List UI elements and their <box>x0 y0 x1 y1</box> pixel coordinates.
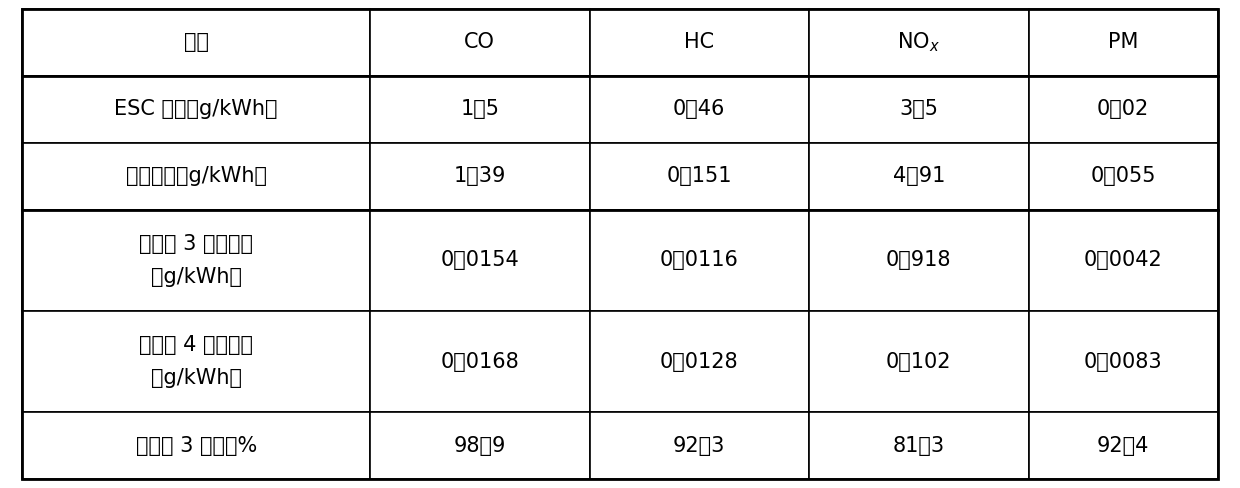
Bar <box>370 143 589 210</box>
Bar <box>22 412 370 479</box>
Text: 0．0168: 0．0168 <box>440 352 520 371</box>
Text: 3．5: 3．5 <box>899 100 939 120</box>
Text: 0．0042: 0．0042 <box>1084 250 1163 270</box>
Text: 实施例 3 净化排放: 实施例 3 净化排放 <box>139 234 253 254</box>
Bar <box>808 412 1029 479</box>
Text: CO: CO <box>464 32 495 52</box>
Text: 0．02: 0．02 <box>1097 100 1149 120</box>
Bar <box>1029 9 1218 76</box>
Text: 98．9: 98．9 <box>454 436 506 456</box>
Text: 92．4: 92．4 <box>1097 436 1149 456</box>
Bar <box>808 9 1029 76</box>
Text: 0．918: 0．918 <box>887 250 951 270</box>
Bar <box>589 9 808 76</box>
Text: $\mathrm{NO}_x$: $\mathrm{NO}_x$ <box>898 31 940 54</box>
Text: （g/kWh）: （g/kWh） <box>150 266 242 286</box>
Bar <box>808 76 1029 143</box>
Bar <box>589 412 808 479</box>
Text: 0．0128: 0．0128 <box>660 352 739 371</box>
Bar <box>22 9 370 76</box>
Text: （g/kWh）: （g/kWh） <box>150 368 242 388</box>
Bar <box>370 9 589 76</box>
Text: 4．91: 4．91 <box>893 166 945 186</box>
Bar <box>22 311 370 412</box>
Text: 实施例 3 转化率%: 实施例 3 转化率% <box>135 436 257 456</box>
Bar <box>370 311 589 412</box>
Text: 0．0154: 0．0154 <box>440 250 520 270</box>
Bar <box>22 210 370 311</box>
Text: 0．0083: 0．0083 <box>1084 352 1162 371</box>
Text: ESC 限値（g/kWh）: ESC 限値（g/kWh） <box>114 100 278 120</box>
Bar <box>808 311 1029 412</box>
Text: 原车排放（g/kWh）: 原车排放（g/kWh） <box>125 166 267 186</box>
Bar <box>370 76 589 143</box>
Text: 项目: 项目 <box>184 32 208 52</box>
Bar <box>589 143 808 210</box>
Bar <box>370 412 589 479</box>
Bar <box>1029 311 1218 412</box>
Text: 0．102: 0．102 <box>887 352 951 371</box>
Bar <box>1029 76 1218 143</box>
Bar <box>808 210 1029 311</box>
Bar <box>808 143 1029 210</box>
Text: 1．39: 1．39 <box>454 166 506 186</box>
Text: 0．0116: 0．0116 <box>660 250 739 270</box>
Text: 0．055: 0．055 <box>1090 166 1156 186</box>
Text: 81．3: 81．3 <box>893 436 945 456</box>
Bar <box>370 210 589 311</box>
Bar <box>1029 143 1218 210</box>
Text: 0．46: 0．46 <box>673 100 725 120</box>
Bar <box>1029 210 1218 311</box>
Bar <box>589 210 808 311</box>
Bar <box>589 311 808 412</box>
Bar <box>22 143 370 210</box>
Text: PM: PM <box>1109 32 1138 52</box>
Text: 实施例 4 净化排放: 实施例 4 净化排放 <box>139 335 253 355</box>
Text: 92．3: 92．3 <box>673 436 725 456</box>
Text: HC: HC <box>684 32 714 52</box>
Text: 1．5: 1．5 <box>460 100 500 120</box>
Text: 0．151: 0．151 <box>667 166 732 186</box>
Bar <box>22 76 370 143</box>
Bar <box>1029 412 1218 479</box>
Bar <box>589 76 808 143</box>
